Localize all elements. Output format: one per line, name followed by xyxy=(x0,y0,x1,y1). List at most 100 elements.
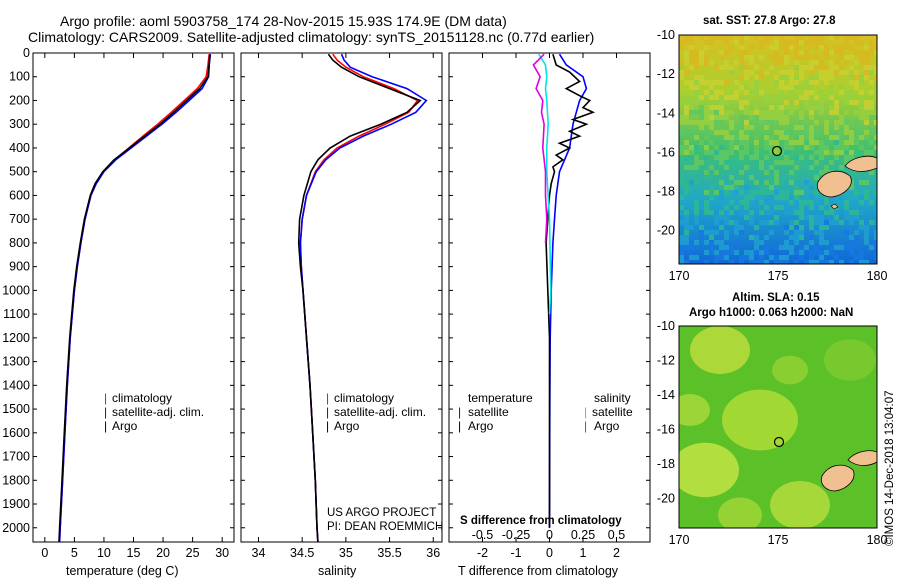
lat-tick-label: -16 xyxy=(657,145,675,159)
sst-map-lon-axis: 170 175 180 xyxy=(669,269,888,283)
sst-pixel xyxy=(864,225,869,230)
sst-pixel xyxy=(704,120,709,125)
sst-pixel xyxy=(769,135,774,140)
sst-pixel xyxy=(799,65,804,70)
sst-pixel xyxy=(809,155,814,160)
sst-pixel xyxy=(874,145,877,150)
sst-pixel xyxy=(684,110,689,115)
sst-pixel xyxy=(699,205,704,210)
sst-pixel xyxy=(844,230,849,235)
sst-pixel xyxy=(854,140,859,145)
sst-pixel xyxy=(874,245,877,250)
sst-pixel xyxy=(714,180,719,185)
sst-pixel xyxy=(679,75,684,80)
depth-tick-label: 1100 xyxy=(3,307,30,321)
sst-pixel xyxy=(819,260,824,264)
sst-pixel xyxy=(759,75,764,80)
sst-pixel xyxy=(704,175,709,180)
sst-pixel xyxy=(709,165,714,170)
sst-pixel xyxy=(859,50,864,55)
sla-map-texture xyxy=(679,326,876,528)
sst-pixel xyxy=(794,165,799,170)
sst-pixel xyxy=(704,145,709,150)
sst-pixel xyxy=(804,260,809,264)
sst-pixel xyxy=(679,40,684,45)
sst-pixel xyxy=(719,205,724,210)
sst-pixel xyxy=(809,125,814,130)
sst-pixel xyxy=(814,120,819,125)
sst-pixel xyxy=(849,185,854,190)
sst-pixel xyxy=(809,260,814,264)
sst-pixel xyxy=(709,125,714,130)
sst-pixel xyxy=(854,40,859,45)
sst-pixel xyxy=(814,180,819,185)
sst-pixel xyxy=(679,175,684,180)
sst-pixel xyxy=(824,220,829,225)
sst-pixel xyxy=(774,110,779,115)
sst-pixel xyxy=(864,190,869,195)
sst-pixel xyxy=(799,70,804,75)
x-tick-label: 10 xyxy=(97,546,111,560)
sst-pixel xyxy=(684,240,689,245)
sst-pixel xyxy=(829,60,834,65)
sst-pixel xyxy=(729,250,734,255)
sst-pixel xyxy=(704,205,709,210)
x-tick-label: -1 xyxy=(510,546,521,560)
legend-label-argo: Argo xyxy=(112,419,138,433)
sst-pixel xyxy=(684,40,689,45)
sla-anomaly-patch xyxy=(679,394,710,426)
sst-pixel xyxy=(819,140,824,145)
sst-pixel xyxy=(779,245,784,250)
sst-pixel xyxy=(734,80,739,85)
sst-pixel xyxy=(739,60,744,65)
sst-pixel xyxy=(759,115,764,120)
sst-pixel xyxy=(699,55,704,60)
sst-pixel xyxy=(699,35,704,40)
sst-pixel xyxy=(784,260,789,264)
sst-pixel xyxy=(754,35,759,40)
sst-pixel xyxy=(809,185,814,190)
sst-pixel xyxy=(714,80,719,85)
sst-pixel xyxy=(854,35,859,40)
x-tick-label: 35 xyxy=(339,546,353,560)
sst-pixel xyxy=(814,75,819,80)
sst-pixel xyxy=(874,45,877,50)
sst-pixel xyxy=(814,260,819,264)
sst-pixel xyxy=(724,50,729,55)
sst-pixel xyxy=(864,240,869,245)
sst-pixel xyxy=(834,60,839,65)
sst-pixel xyxy=(744,200,749,205)
sst-pixel xyxy=(684,160,689,165)
sst-pixel xyxy=(864,235,869,240)
sst-pixel xyxy=(769,65,774,70)
sst-pixel xyxy=(804,145,809,150)
sst-pixel xyxy=(794,80,799,85)
sst-pixel xyxy=(824,50,829,55)
sst-pixel xyxy=(819,240,824,245)
sst-pixel xyxy=(859,255,864,260)
sst-pixel xyxy=(869,220,874,225)
sst-pixel xyxy=(804,90,809,95)
sst-pixel xyxy=(804,65,809,70)
sst-pixel xyxy=(689,145,694,150)
depth-tick-label: 1000 xyxy=(2,283,30,297)
sst-pixel xyxy=(694,220,699,225)
sst-pixel xyxy=(844,120,849,125)
sst-pixel xyxy=(719,105,724,110)
sst-pixel xyxy=(784,190,789,195)
sst-pixel xyxy=(874,170,877,175)
sst-pixel xyxy=(794,185,799,190)
sst-pixel xyxy=(864,50,869,55)
sst-pixel xyxy=(729,125,734,130)
sst-pixel xyxy=(794,85,799,90)
sst-pixel xyxy=(719,180,724,185)
sst-pixel xyxy=(839,150,844,155)
x-tick-label: -2 xyxy=(477,546,488,560)
sst-pixel xyxy=(799,115,804,120)
sst-pixel xyxy=(759,250,764,255)
sst-pixel xyxy=(774,145,779,150)
sst-pixel xyxy=(804,135,809,140)
sst-pixel xyxy=(829,210,834,215)
sst-pixel xyxy=(799,245,804,250)
sst-pixel xyxy=(799,255,804,260)
